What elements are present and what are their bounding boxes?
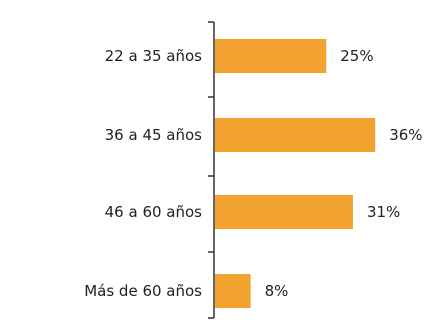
bar bbox=[215, 195, 353, 229]
data-label: 8% bbox=[265, 282, 289, 300]
data-label: 31% bbox=[367, 203, 400, 221]
data-label: 36% bbox=[389, 126, 422, 144]
category-label: Más de 60 años bbox=[84, 282, 202, 300]
category-label: 22 a 35 años bbox=[105, 47, 203, 65]
chart-labels: 22 a 35 años 25% 36 a 45 años 36% 46 a 60 añ… bbox=[84, 47, 422, 300]
bar bbox=[215, 118, 376, 152]
bar bbox=[215, 39, 327, 73]
data-label: 25% bbox=[340, 47, 373, 65]
category-label: 46 a 60 años bbox=[105, 203, 203, 221]
chart-bars bbox=[215, 39, 376, 308]
bar bbox=[215, 274, 251, 308]
category-label: 36 a 45 años bbox=[105, 126, 203, 144]
chart-axis bbox=[208, 21, 215, 319]
